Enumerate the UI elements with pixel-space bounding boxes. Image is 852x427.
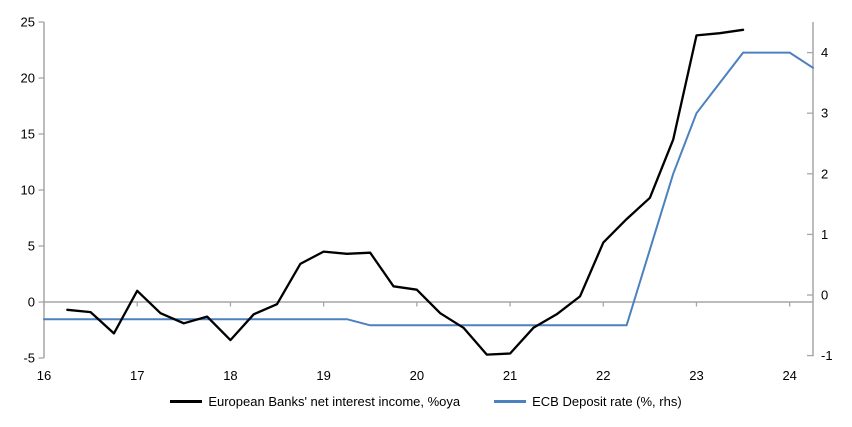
left-axis-tick-label: 20	[21, 71, 35, 86]
x-axis-tick-label: 20	[410, 368, 424, 383]
series-line-net-interest-income	[66, 28, 745, 356]
left-axis-tick-label: 25	[21, 15, 35, 30]
left-axis-tick-label: 10	[21, 183, 35, 198]
right-axis-tick-label: 0	[821, 288, 828, 303]
left-axis-tick-label: 0	[28, 295, 35, 310]
right-axis-tick-label: 1	[821, 227, 828, 242]
legend-item-net-interest-income: European Banks' net interest income, %oy…	[170, 394, 460, 409]
right-axis-tick-label: 2	[821, 166, 828, 181]
right-axis-tick-label: 4	[821, 45, 828, 60]
series-line-ecb-deposit-rate	[43, 51, 814, 327]
left-axis-tick-label: 15	[21, 127, 35, 142]
right-axis-tick-label: 3	[821, 106, 828, 121]
x-axis-tick-label: 23	[689, 368, 703, 383]
left-axis-tick-label: -5	[23, 351, 35, 366]
right-axis-tick-label: -1	[821, 348, 833, 363]
x-axis-tick-label: 18	[223, 368, 237, 383]
left-axis-tick-label: 5	[28, 239, 35, 254]
legend-label-ecb-deposit-rate: ECB Deposit rate (%, rhs)	[532, 394, 682, 409]
chart-legend: European Banks' net interest income, %oy…	[0, 394, 852, 409]
legend-item-ecb-deposit-rate: ECB Deposit rate (%, rhs)	[494, 394, 682, 409]
x-axis-tick-label: 17	[130, 368, 144, 383]
x-axis-tick-label: 19	[316, 368, 330, 383]
x-axis-tick-label: 22	[596, 368, 610, 383]
legend-line-swatch-black	[170, 400, 203, 403]
x-axis-tick-label: 21	[503, 368, 517, 383]
legend-line-swatch-blue	[494, 400, 527, 403]
x-axis-tick-label: 16	[37, 368, 51, 383]
legend-label-net-interest-income: European Banks' net interest income, %oy…	[208, 394, 461, 409]
x-axis-tick-label: 24	[782, 368, 796, 383]
